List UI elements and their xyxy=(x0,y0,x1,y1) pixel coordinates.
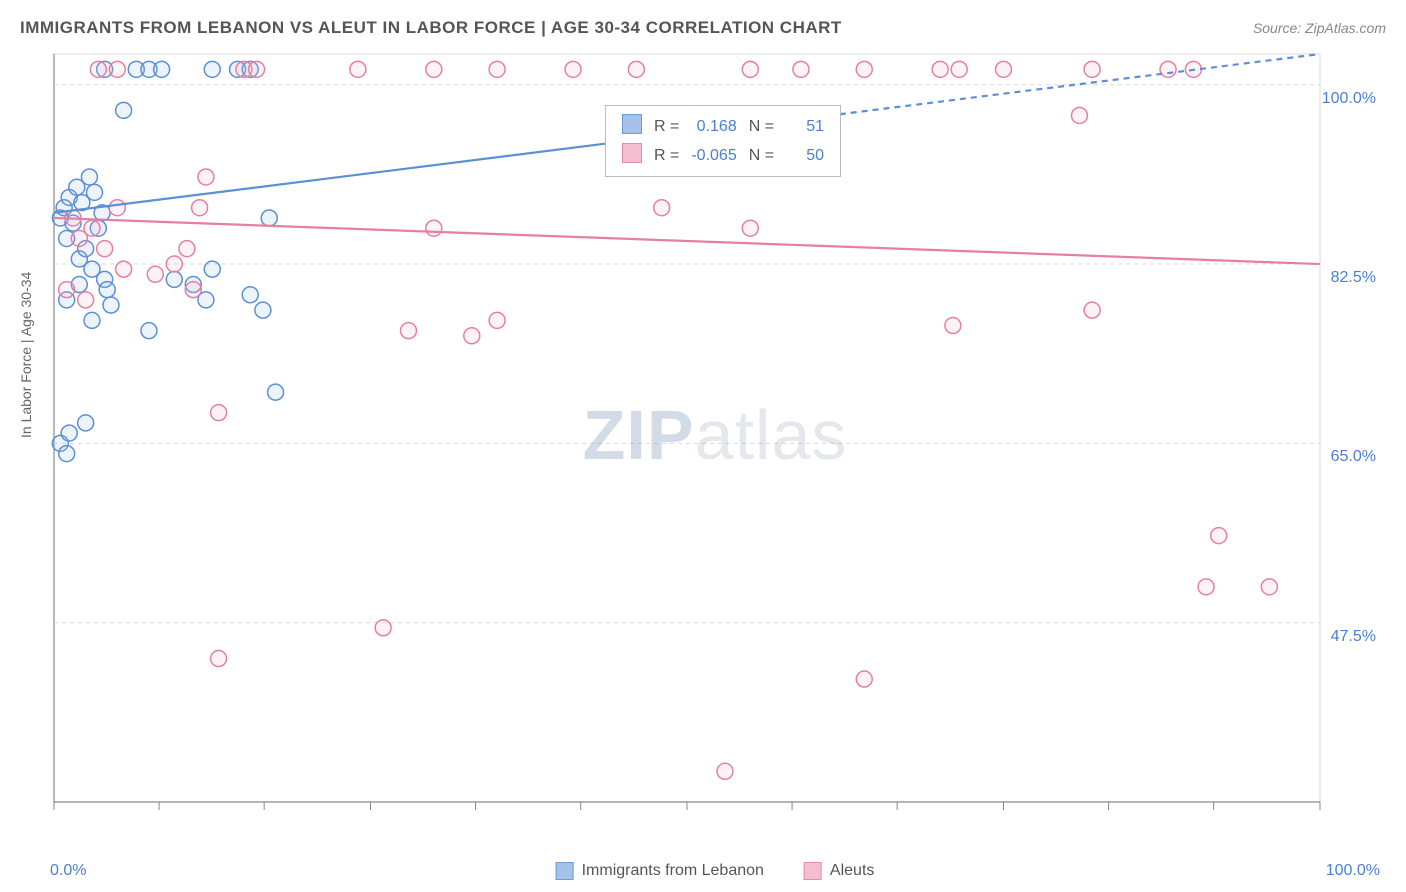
stats-r-label-1: R = xyxy=(648,112,685,141)
stats-row-series2: R = -0.065 N = 50 xyxy=(616,141,830,170)
stats-r-value-2: -0.065 xyxy=(685,141,742,170)
chart-title: IMMIGRANTS FROM LEBANON VS ALEUT IN LABO… xyxy=(20,18,842,38)
x-max-label: 100.0% xyxy=(1326,862,1380,880)
stats-n-value-1: 51 xyxy=(780,112,830,141)
y-axis-label: In Labor Force | Age 30-34 xyxy=(18,272,34,438)
x-min-label: 0.0% xyxy=(50,862,86,880)
stats-n-value-2: 50 xyxy=(780,141,830,170)
stats-legend-box: R = 0.168 N = 51 R = -0.065 N = 50 xyxy=(605,105,841,177)
stats-table: R = 0.168 N = 51 R = -0.065 N = 50 xyxy=(616,112,830,170)
source-attribution: Source: ZipAtlas.com xyxy=(1253,20,1386,36)
title-bar: IMMIGRANTS FROM LEBANON VS ALEUT IN LABO… xyxy=(20,18,1386,38)
x-axis-footer: 0.0% Immigrants from Lebanon Aleuts 100.… xyxy=(50,862,1380,880)
legend-label-series2: Aleuts xyxy=(830,862,874,880)
legend-swatch-series1 xyxy=(556,862,574,880)
ytick-label-2: 82.5% xyxy=(1331,269,1376,287)
ytick-label-1: 65.0% xyxy=(1331,448,1376,466)
legend-item-series2: Aleuts xyxy=(804,862,874,880)
stats-n-label-1: N = xyxy=(743,112,780,141)
ytick-label-0: 47.5% xyxy=(1331,628,1376,646)
stats-n-label-2: N = xyxy=(743,141,780,170)
plot-area: ZIPatlas R = 0.168 N = 51 R = -0.065 N =… xyxy=(50,50,1380,820)
stats-r-label-2: R = xyxy=(648,141,685,170)
legend-label-series1: Immigrants from Lebanon xyxy=(582,862,764,880)
stats-swatch-series1 xyxy=(622,114,642,134)
stats-r-value-1: 0.168 xyxy=(685,112,742,141)
stats-swatch-series2 xyxy=(622,143,642,163)
bottom-legend: Immigrants from Lebanon Aleuts xyxy=(556,862,875,880)
stats-row-series1: R = 0.168 N = 51 xyxy=(616,112,830,141)
ytick-label-3: 100.0% xyxy=(1322,90,1376,108)
legend-swatch-series2 xyxy=(804,862,822,880)
legend-item-series1: Immigrants from Lebanon xyxy=(556,862,764,880)
